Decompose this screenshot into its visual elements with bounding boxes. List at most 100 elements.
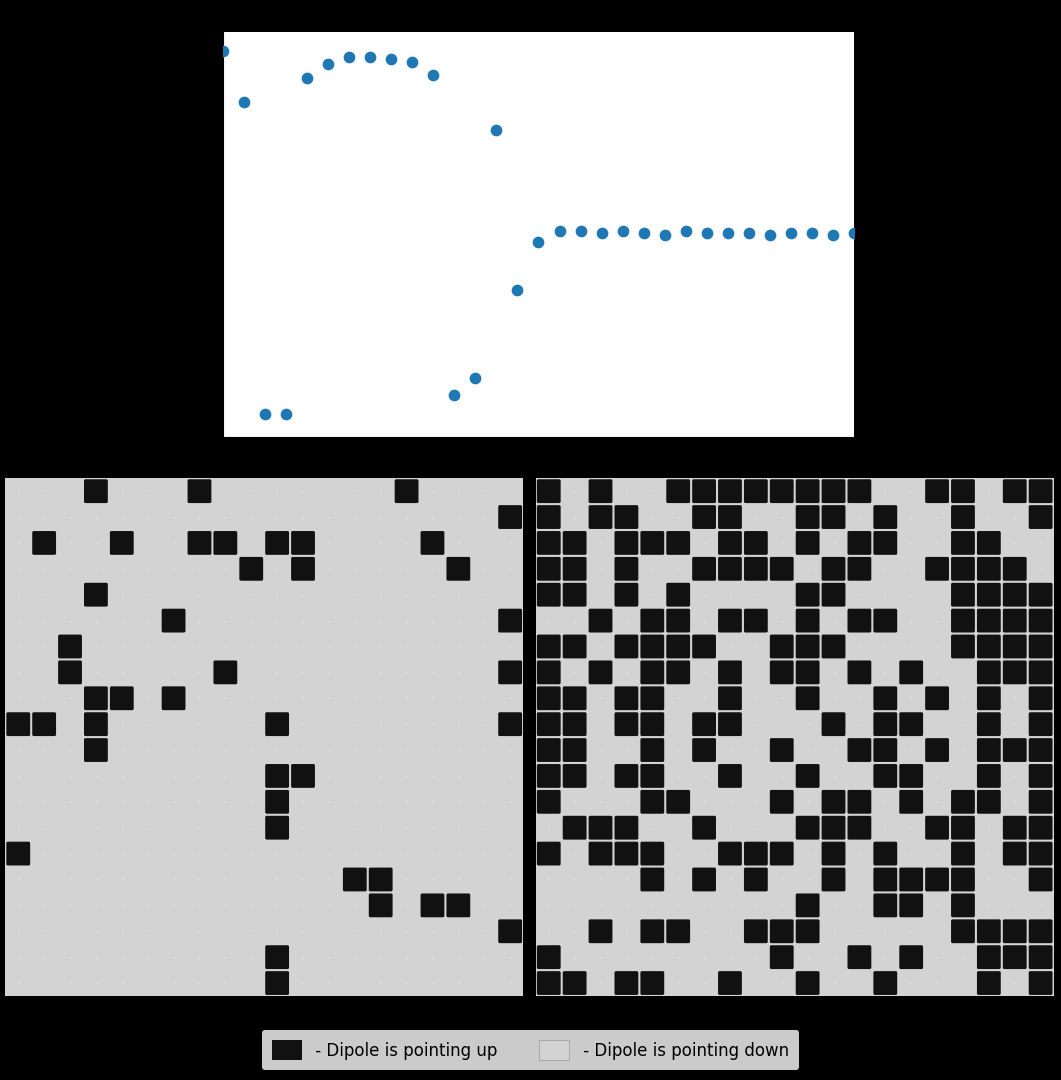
FancyBboxPatch shape (589, 919, 612, 943)
FancyBboxPatch shape (265, 945, 289, 969)
FancyBboxPatch shape (537, 945, 560, 969)
FancyBboxPatch shape (848, 789, 871, 813)
FancyBboxPatch shape (188, 480, 211, 503)
FancyBboxPatch shape (589, 841, 612, 865)
Point (762, 227, 779, 244)
FancyBboxPatch shape (614, 505, 639, 529)
FancyBboxPatch shape (796, 531, 819, 555)
FancyBboxPatch shape (848, 557, 871, 581)
FancyBboxPatch shape (821, 557, 846, 581)
FancyBboxPatch shape (848, 609, 871, 633)
Point (341, 49, 358, 66)
FancyBboxPatch shape (770, 661, 794, 685)
FancyBboxPatch shape (1029, 661, 1053, 685)
Point (782, 225, 800, 242)
FancyBboxPatch shape (1003, 557, 1027, 581)
Point (593, 225, 610, 242)
FancyBboxPatch shape (1003, 815, 1027, 839)
FancyBboxPatch shape (977, 661, 1001, 685)
FancyBboxPatch shape (641, 764, 664, 787)
FancyBboxPatch shape (537, 738, 560, 762)
FancyBboxPatch shape (537, 480, 560, 503)
FancyBboxPatch shape (641, 971, 664, 995)
FancyBboxPatch shape (589, 505, 612, 529)
FancyBboxPatch shape (873, 505, 898, 529)
FancyBboxPatch shape (213, 531, 238, 555)
FancyBboxPatch shape (1029, 867, 1053, 891)
FancyBboxPatch shape (641, 609, 664, 633)
FancyBboxPatch shape (110, 687, 134, 711)
FancyBboxPatch shape (951, 557, 975, 581)
FancyBboxPatch shape (873, 841, 898, 865)
FancyBboxPatch shape (84, 712, 108, 737)
FancyBboxPatch shape (265, 764, 289, 787)
FancyBboxPatch shape (562, 815, 587, 839)
FancyBboxPatch shape (692, 635, 716, 659)
FancyBboxPatch shape (744, 480, 768, 503)
FancyBboxPatch shape (848, 531, 871, 555)
FancyBboxPatch shape (900, 867, 923, 891)
FancyBboxPatch shape (589, 815, 612, 839)
FancyBboxPatch shape (1029, 919, 1053, 943)
FancyBboxPatch shape (562, 635, 587, 659)
FancyBboxPatch shape (291, 531, 315, 555)
Point (298, 69, 315, 86)
FancyBboxPatch shape (848, 480, 871, 503)
FancyBboxPatch shape (977, 609, 1001, 633)
FancyBboxPatch shape (744, 867, 768, 891)
FancyBboxPatch shape (1029, 815, 1053, 839)
FancyBboxPatch shape (692, 815, 716, 839)
FancyBboxPatch shape (796, 919, 819, 943)
FancyBboxPatch shape (666, 609, 690, 633)
FancyBboxPatch shape (265, 971, 289, 995)
FancyBboxPatch shape (796, 583, 819, 607)
FancyBboxPatch shape (977, 687, 1001, 711)
FancyBboxPatch shape (641, 661, 664, 685)
FancyBboxPatch shape (1003, 635, 1027, 659)
FancyBboxPatch shape (744, 531, 768, 555)
FancyBboxPatch shape (848, 945, 871, 969)
FancyBboxPatch shape (537, 971, 560, 995)
FancyBboxPatch shape (1029, 764, 1053, 787)
FancyBboxPatch shape (951, 789, 975, 813)
FancyBboxPatch shape (537, 789, 560, 813)
FancyBboxPatch shape (951, 919, 975, 943)
FancyBboxPatch shape (900, 661, 923, 685)
FancyBboxPatch shape (641, 841, 664, 865)
FancyBboxPatch shape (614, 531, 639, 555)
FancyBboxPatch shape (770, 635, 794, 659)
FancyBboxPatch shape (1003, 480, 1027, 503)
FancyBboxPatch shape (499, 919, 522, 943)
FancyBboxPatch shape (562, 531, 587, 555)
FancyBboxPatch shape (796, 893, 819, 917)
FancyBboxPatch shape (562, 712, 587, 737)
FancyBboxPatch shape (537, 687, 560, 711)
FancyBboxPatch shape (796, 505, 819, 529)
FancyBboxPatch shape (718, 841, 742, 865)
FancyBboxPatch shape (666, 583, 690, 607)
FancyBboxPatch shape (848, 661, 871, 685)
FancyBboxPatch shape (58, 635, 82, 659)
FancyBboxPatch shape (718, 687, 742, 711)
FancyBboxPatch shape (770, 841, 794, 865)
FancyBboxPatch shape (291, 764, 315, 787)
FancyBboxPatch shape (161, 609, 186, 633)
FancyBboxPatch shape (821, 867, 846, 891)
FancyBboxPatch shape (692, 712, 716, 737)
FancyBboxPatch shape (1003, 661, 1027, 685)
FancyBboxPatch shape (770, 789, 794, 813)
FancyBboxPatch shape (977, 764, 1001, 787)
FancyBboxPatch shape (265, 531, 289, 555)
FancyBboxPatch shape (925, 687, 949, 711)
FancyBboxPatch shape (977, 583, 1001, 607)
FancyBboxPatch shape (84, 583, 108, 607)
FancyBboxPatch shape (641, 867, 664, 891)
FancyBboxPatch shape (1003, 583, 1027, 607)
FancyBboxPatch shape (614, 841, 639, 865)
FancyBboxPatch shape (1029, 841, 1053, 865)
FancyBboxPatch shape (821, 841, 846, 865)
FancyBboxPatch shape (718, 661, 742, 685)
FancyBboxPatch shape (666, 789, 690, 813)
FancyBboxPatch shape (110, 531, 134, 555)
FancyBboxPatch shape (900, 789, 923, 813)
